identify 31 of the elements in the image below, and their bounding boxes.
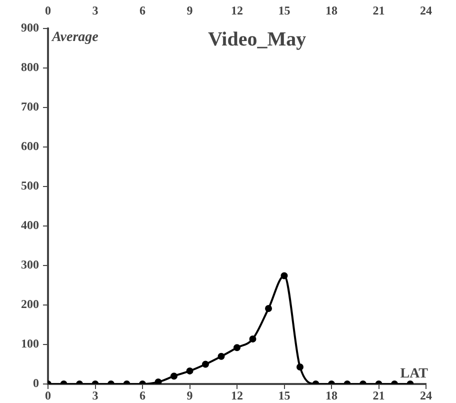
x-tick-label: 3 — [92, 3, 98, 18]
x-axis-title: LAT — [400, 366, 429, 382]
y-tick-label: 200 — [21, 297, 39, 312]
y-axis-title: Average — [51, 30, 98, 46]
y-tick-label: 700 — [21, 100, 39, 114]
y-tick-label: 400 — [21, 218, 39, 232]
y-tick-label: 600 — [21, 139, 39, 154]
y-tick-label: 800 — [21, 60, 39, 74]
x2-tick-label: 3 — [92, 388, 98, 402]
x-tick-label: 21 — [372, 3, 385, 18]
x-tick-label: 9 — [186, 3, 193, 18]
x2-tick-label: 6 — [140, 388, 146, 402]
x-tick-label: 12 — [231, 3, 243, 18]
y-tick-label: 300 — [21, 258, 39, 272]
x2-tick-label: 9 — [186, 388, 193, 402]
y-tick-label: 100 — [21, 336, 39, 351]
x-tick-label: 0 — [45, 3, 51, 18]
x2-tick-label: 24 — [420, 388, 432, 402]
y-tick-label: 500 — [21, 178, 39, 193]
x2-tick-label: 12 — [231, 388, 243, 402]
chart-title: Video_May — [208, 28, 306, 51]
y-tick-label: 0 — [33, 376, 39, 390]
x2-tick-label: 15 — [278, 388, 290, 402]
x-tick-label: 18 — [326, 3, 338, 18]
x-tick-label: 15 — [278, 3, 290, 18]
x2-tick-label: 21 — [372, 388, 385, 402]
x-tick-label: 6 — [140, 3, 146, 18]
x2-tick-label: 0 — [45, 388, 51, 402]
x2-tick-label: 18 — [326, 388, 338, 402]
y-tick-label: 900 — [21, 20, 39, 34]
x-tick-label: 24 — [420, 3, 432, 18]
